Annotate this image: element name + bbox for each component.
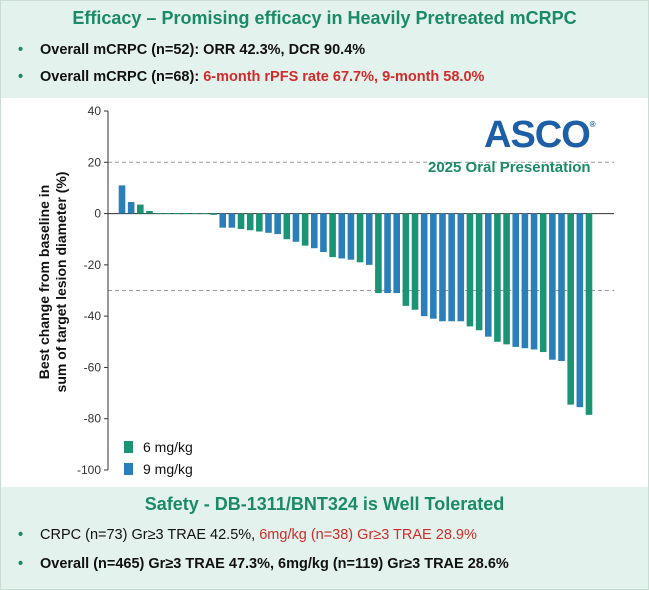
waterfall-bar [512,213,520,347]
bars [118,185,593,415]
efficacy-bullet-rpfs-prefix: Overall mCRPC (n=68): [40,69,204,85]
waterfall-bar [201,213,208,215]
y-tick-label: 0 [94,207,101,221]
safety-bullet-crpc: • CRPC (n=73) Gr≥3 TRAE 42.5%, 6mg/kg (n=… [18,527,477,543]
y-tick-label: -20 [84,258,102,272]
safety-panel [1,487,648,589]
waterfall-bar [274,213,281,235]
efficacy-title: Efficacy – Promising efficacy in Heavily… [72,8,577,28]
y-tick-label: -80 [84,412,102,426]
waterfall-bar [137,204,144,214]
asco-subtitle: 2025 Oral Presentation [428,159,591,176]
waterfall-bar [210,213,217,215]
waterfall-bar [521,213,529,349]
waterfall-bar [173,213,181,215]
asco-logo-text: ASCO [484,114,591,156]
waterfall-bar [558,213,565,362]
asco-logo: ASCO® [484,114,596,157]
waterfall-bar [549,213,556,360]
waterfall-bar [265,213,272,233]
waterfall-bar [219,213,227,228]
gridlines [108,161,614,291]
y-tick-label: -60 [84,360,102,374]
legend-swatch [124,463,133,475]
y-axis-label-line1: Best change from baseline in [36,185,52,380]
waterfall-bar [411,213,419,310]
y-tick-label: -100 [77,463,101,477]
efficacy-bullet-rpfs: • Overall mCRPC (n=68): 6-month rPFS rate… [18,69,484,85]
waterfall-bar [320,213,327,253]
waterfall-bar [439,213,446,322]
waterfall-bar [118,185,126,214]
efficacy-bullet-rpfs-highlight: 6-month rPFS rate 67.7%, 9-month 58.0% [203,69,485,85]
waterfall-bar [384,213,391,294]
waterfall-bar [329,213,336,258]
waterfall-bar [292,213,300,242]
waterfall-bar [494,213,501,342]
waterfall-bar [237,213,245,229]
safety-title: Safety - DB-1311/BNT324 is Well Tolerate… [144,494,505,514]
waterfall-bar [585,213,593,415]
waterfall-bar [402,213,410,306]
waterfall-bar [466,213,474,327]
waterfall-bar [182,213,190,215]
safety-bullet-crpc-highlight: 6mg/kg (n=38) Gr≥3 TRAE 28.9% [259,527,477,543]
efficacy-panel [1,1,648,98]
waterfall-bar [246,213,254,231]
legend: 6 mg/kg 9 mg/kg [124,439,193,477]
safety-bullet-overall-text: Overall (n=465) Gr≥3 TRAE 47.3%, 6mg/kg … [40,556,509,572]
y-tick-label: 40 [88,104,102,118]
waterfall-bar [347,213,355,260]
efficacy-bullet-orr: • Overall mCRPC (n=52): ORR 42.3%, DCR 90… [18,42,365,58]
waterfall-bar [164,213,172,215]
waterfall-bar [475,213,483,331]
waterfall-bar [539,213,547,353]
waterfall-bar [155,213,162,215]
waterfall-bar [420,213,428,317]
waterfall-bar [503,213,510,345]
legend-label: 9 mg/kg [143,461,193,477]
waterfall-bar [191,213,199,215]
waterfall-bar [393,213,400,294]
bullet-dot: • [18,69,24,85]
waterfall-bar [530,213,538,350]
waterfall-bar [283,213,291,240]
waterfall-bar [338,213,346,259]
bullet-dot: • [18,527,24,543]
waterfall-bar [356,213,364,263]
safety-bullet-crpc-prefix: CRPC (n=73) Gr≥3 TRAE 42.5%, [40,527,260,543]
y-tick-label: 20 [88,155,102,169]
safety-bullet-overall: • Overall (n=465) Gr≥3 TRAE 47.3%, 6mg/kg… [18,556,509,572]
y-tick-label: -40 [84,309,102,323]
y-axis-label-line2: sum of target lesion diameter (%) [53,172,69,393]
waterfall-bar [127,202,135,214]
waterfall-bar [576,213,584,408]
waterfall-bar [256,213,263,232]
waterfall-bar [484,213,492,337]
waterfall-bar [311,213,318,249]
waterfall-bar [365,213,373,265]
waterfall-bar [375,213,382,294]
bullet-dot: • [18,42,24,58]
waterfall-bar [448,213,455,322]
legend-swatch [124,441,133,453]
waterfall-bar [457,213,465,322]
waterfall-bar [228,213,236,228]
legend-label: 6 mg/kg [143,439,193,455]
registered-mark: ® [589,120,596,129]
waterfall-bar [567,213,574,405]
waterfall-bar [146,211,153,214]
waterfall-bar [430,213,437,319]
bullet-dot: • [18,556,24,572]
efficacy-bullet-orr-text: Overall mCRPC (n=52): ORR 42.3%, DCR 90.… [40,42,366,58]
waterfall-bar [301,213,309,246]
